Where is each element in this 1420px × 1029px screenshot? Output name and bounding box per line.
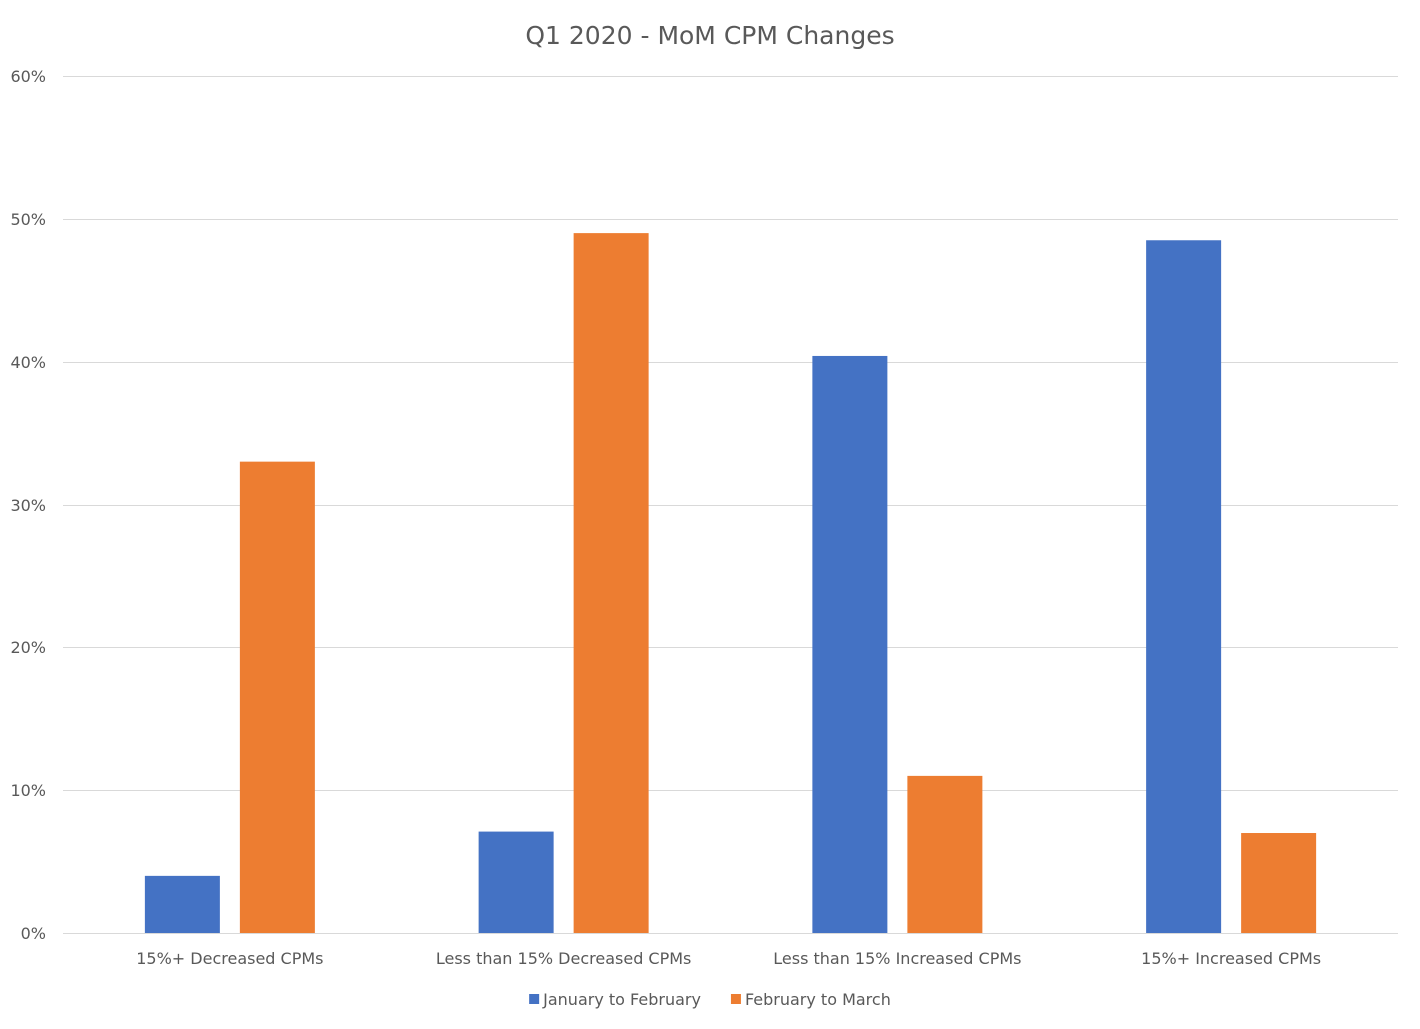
y-tick-label: 40% xyxy=(10,353,46,372)
x-axis-ticks: 15%+ Decreased CPMs Less than 15% Decreas… xyxy=(136,949,1321,968)
y-tick-label: 60% xyxy=(10,67,46,86)
bar xyxy=(478,831,554,933)
y-tick-label: 10% xyxy=(10,781,46,800)
x-tick-label: 15%+ Decreased CPMs xyxy=(136,949,323,968)
bar xyxy=(907,775,983,933)
bar xyxy=(812,355,888,933)
bars xyxy=(144,233,1317,934)
x-tick-label: Less than 15% Decreased CPMs xyxy=(436,949,692,968)
bar xyxy=(1241,833,1317,933)
y-tick-label: 0% xyxy=(21,924,46,943)
y-axis-ticks: 0% 10% 20% 30% 40% 50% 60% xyxy=(10,67,46,943)
legend-swatch xyxy=(529,994,540,1004)
bar xyxy=(239,461,315,933)
y-tick-label: 20% xyxy=(10,638,46,657)
bar xyxy=(1146,240,1222,934)
y-tick-label: 50% xyxy=(10,210,46,229)
legend-swatch xyxy=(730,994,741,1004)
y-tick-label: 30% xyxy=(10,496,46,515)
legend-label: February to March xyxy=(745,990,891,1009)
x-tick-label: 15%+ Increased CPMs xyxy=(1141,949,1321,968)
bar xyxy=(144,875,220,933)
legend: January to February February to March xyxy=(529,990,891,1009)
chart-title: Q1 2020 - MoM CPM Changes xyxy=(525,21,894,50)
bar xyxy=(573,233,649,933)
x-tick-label: Less than 15% Increased CPMs xyxy=(773,949,1021,968)
legend-label: January to February xyxy=(542,990,701,1009)
